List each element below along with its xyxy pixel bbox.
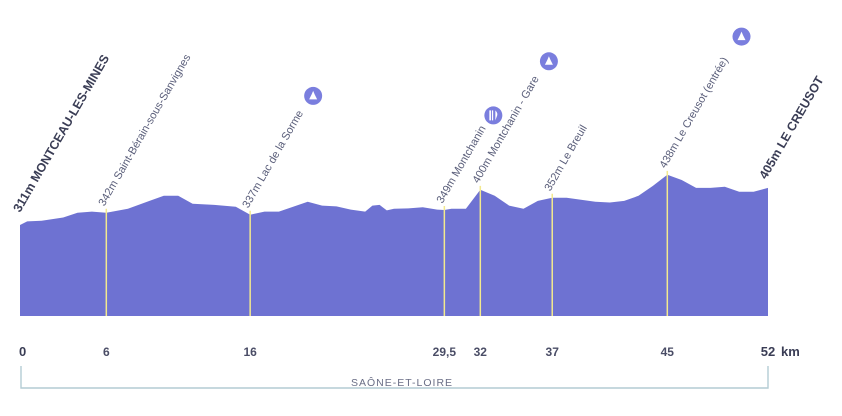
climb-icon [304, 86, 323, 105]
waypoint-label: 337m Lac de la Sorme [240, 108, 306, 210]
climb-icon [539, 52, 558, 71]
axis-layer: 0 6 16 29,5 32 37 45 52 km SAÔNE-ET-LOIRE [19, 344, 800, 389]
waypoint-label: 438m Le Creusot (entrée) [658, 55, 731, 170]
km-tick-label: 6 [103, 345, 110, 359]
waypoint-label: 352m Le Breuil [542, 123, 589, 193]
region-bracket [20, 366, 769, 389]
region-label: SAÔNE-ET-LOIRE [351, 376, 453, 389]
km-unit-label: km [781, 344, 800, 359]
km-tick-label: 29,5 [433, 345, 457, 359]
start-label: 311m MONTCEAU-LES-MINES [10, 52, 112, 214]
km-tick-label: 45 [661, 345, 675, 359]
area-layer [20, 174, 768, 316]
km-tick-label: 0 [19, 344, 26, 359]
food-icon [484, 106, 503, 125]
end-label: 405m LE CREUSOT [756, 74, 826, 182]
km-tick-label: 37 [546, 345, 560, 359]
marker-layer [105, 170, 669, 316]
climb-icon [732, 27, 751, 46]
waypoint-label: 342m Saint-Bérain-sous-Sanvignes [97, 52, 194, 208]
km-tick-label: 16 [243, 345, 257, 359]
icon-layer [304, 27, 751, 125]
elevation-area [20, 174, 768, 316]
km-tick-label: 52 [761, 344, 775, 359]
km-tick-label: 32 [474, 345, 488, 359]
